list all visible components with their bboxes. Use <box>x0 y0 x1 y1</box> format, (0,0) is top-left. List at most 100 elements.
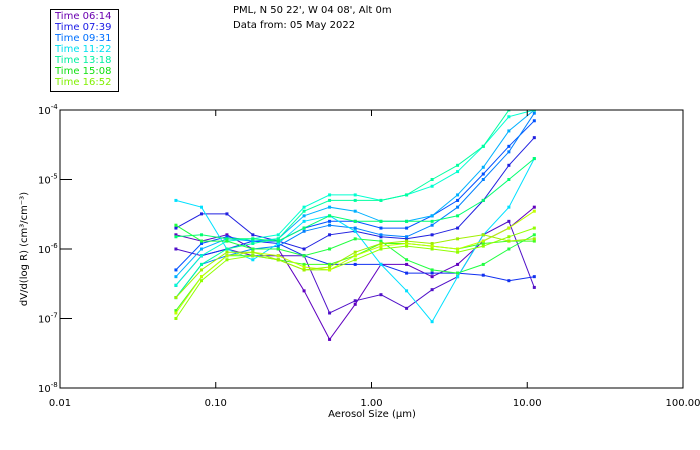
data-point <box>430 320 434 324</box>
data-point <box>379 293 383 297</box>
data-point <box>532 209 536 213</box>
data-point <box>507 144 511 148</box>
data-point <box>507 219 511 223</box>
data-point <box>353 209 357 213</box>
data-point <box>302 205 306 209</box>
data-point <box>532 136 536 140</box>
data-point <box>328 337 332 341</box>
data-point <box>174 283 178 287</box>
data-point <box>174 226 178 230</box>
data-point <box>328 205 332 209</box>
series-10 <box>174 157 536 243</box>
data-point <box>532 285 536 289</box>
data-point <box>379 244 383 248</box>
data-point <box>276 237 280 241</box>
data-point <box>430 241 434 245</box>
data-point <box>353 258 357 262</box>
data-point <box>379 239 383 243</box>
legend-item: Time 07:39 <box>55 22 112 33</box>
data-point <box>405 219 409 223</box>
series-6 <box>174 110 536 279</box>
data-point <box>199 279 203 283</box>
data-point <box>251 237 255 241</box>
data-point <box>353 254 357 258</box>
data-point <box>353 229 357 233</box>
data-point <box>430 268 434 272</box>
data-point <box>199 247 203 251</box>
data-point <box>481 178 485 181</box>
data-point <box>174 311 178 315</box>
data-point <box>456 262 460 266</box>
data-point <box>251 258 255 262</box>
series-line <box>175 210 535 314</box>
y-tick-label: 10-5 <box>38 173 58 187</box>
data-point <box>481 172 485 176</box>
data-point <box>276 244 280 248</box>
data-point <box>456 247 460 251</box>
data-point <box>302 209 306 213</box>
data-point <box>328 233 332 237</box>
x-tick-label: 0.01 <box>49 398 71 409</box>
data-point <box>532 233 536 237</box>
data-point <box>405 258 409 262</box>
data-point <box>430 275 434 279</box>
data-point <box>507 205 511 209</box>
data-point <box>405 241 409 245</box>
data-point <box>225 237 229 241</box>
data-point <box>532 111 536 115</box>
data-point <box>199 233 203 237</box>
data-point <box>174 296 178 300</box>
y-tick-exponent: -8 <box>51 381 58 389</box>
series-0 <box>174 205 536 341</box>
data-point <box>199 239 203 243</box>
y-tick-label: 10-7 <box>38 312 58 326</box>
data-point <box>225 254 229 258</box>
data-point <box>507 115 511 119</box>
data-point <box>532 239 536 243</box>
y-axis-label: dV/d(log R) (cm³/cm⁻³) <box>19 192 30 306</box>
data-point <box>276 239 280 243</box>
data-point <box>430 223 434 227</box>
data-point <box>353 193 357 197</box>
data-point <box>456 198 460 202</box>
data-point <box>199 241 203 245</box>
data-point <box>456 226 460 230</box>
y-tick-label: 10-8 <box>38 381 58 395</box>
y-tick-label: 10-6 <box>38 242 58 256</box>
data-point <box>430 233 434 237</box>
data-point <box>174 233 178 237</box>
data-point <box>532 237 536 241</box>
data-point <box>481 241 485 245</box>
data-point <box>481 273 485 277</box>
data-point <box>174 268 178 272</box>
data-point <box>532 226 536 230</box>
data-point <box>174 247 178 251</box>
data-point <box>532 157 536 161</box>
x-tick-label: 0.10 <box>205 398 227 409</box>
data-point <box>225 212 229 216</box>
plot-frame <box>59 109 684 389</box>
data-point <box>276 241 280 245</box>
data-point <box>174 235 178 239</box>
legend-item: Time 13:18 <box>55 55 112 66</box>
data-point <box>456 271 460 275</box>
data-point <box>405 271 409 275</box>
data-point <box>251 250 255 254</box>
y-tick-exponent: -7 <box>51 312 58 320</box>
data-point <box>507 163 511 167</box>
data-point <box>456 250 460 254</box>
data-point <box>328 198 332 202</box>
data-point <box>430 288 434 292</box>
data-point <box>405 262 409 266</box>
data-point <box>302 254 306 258</box>
data-point <box>225 233 229 237</box>
data-point <box>174 317 178 320</box>
data-point <box>353 226 357 230</box>
data-point <box>225 235 229 239</box>
y-tick-exponent: -5 <box>51 173 58 181</box>
data-point <box>353 302 357 306</box>
data-point <box>379 233 383 237</box>
data-point <box>251 241 255 245</box>
data-point <box>430 271 434 275</box>
legend-item: Time 16:52 <box>55 77 112 88</box>
